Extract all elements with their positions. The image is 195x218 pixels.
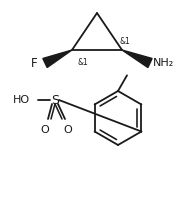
Text: &1: &1: [78, 58, 89, 67]
Polygon shape: [122, 50, 152, 68]
Polygon shape: [43, 50, 72, 68]
Text: O: O: [64, 125, 72, 135]
Text: NH₂: NH₂: [153, 58, 174, 68]
Text: HO: HO: [13, 95, 30, 105]
Text: F: F: [31, 56, 38, 70]
Text: O: O: [41, 125, 49, 135]
Text: S: S: [51, 94, 59, 107]
Text: &1: &1: [120, 37, 131, 46]
